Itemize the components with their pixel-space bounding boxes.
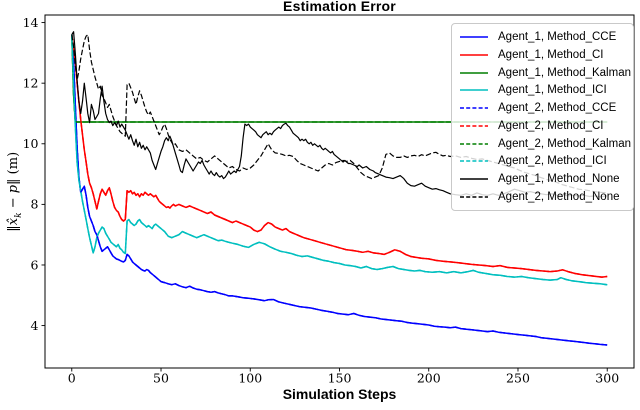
y-axis-label-unit: (m) xyxy=(6,151,22,179)
series-line-agent-2-method-ici xyxy=(71,34,608,286)
y-tick-label: 6 xyxy=(31,257,39,272)
series-line-agent-2-method-cce xyxy=(71,34,608,346)
legend-item: Agent_2, Method_CCE xyxy=(459,100,627,116)
legend-item: Agent_2, Method_None xyxy=(459,189,627,205)
legend-item: Agent_1, Method_CI xyxy=(459,47,627,63)
y-tick-label: 8 xyxy=(31,197,39,212)
legend-line-sample xyxy=(460,160,488,163)
legend-label: Agent_1, Method_Kalman xyxy=(498,66,631,79)
legend-line-sample xyxy=(460,125,488,127)
legend-item: Agent_1, Method_ICI xyxy=(459,82,627,98)
legend-label: Agent_1, Method_None xyxy=(498,173,620,186)
legend-label: Agent_2, Method_CI xyxy=(498,119,604,132)
legend-line-sample xyxy=(460,89,488,92)
legend-line-sample xyxy=(460,107,488,109)
legend-line-sample xyxy=(460,53,488,56)
y-axis-label: ‖x̂k − p‖ (m) xyxy=(6,130,24,254)
legend: Agent_1, Method_CCE Agent_1, Method_CI Age… xyxy=(451,23,634,211)
x-tick-label: 300 xyxy=(595,371,619,386)
legend-label: Agent_2, Method_Kalman xyxy=(498,137,631,150)
legend-item: Agent_2, Method_Kalman xyxy=(459,136,631,152)
x-tick-label: 250 xyxy=(506,371,530,386)
legend-item: Agent_1, Method_Kalman xyxy=(459,65,631,81)
legend-line-sample xyxy=(460,71,488,74)
x-axis-label: Simulation Steps xyxy=(282,386,397,402)
legend-line-sample xyxy=(460,178,488,180)
legend-line-sample xyxy=(460,142,488,145)
legend-line-sample xyxy=(460,196,488,198)
legend-label: Agent_1, Method_ICI xyxy=(498,84,607,97)
x-tick-label: 50 xyxy=(153,371,169,386)
legend-label: Agent_2, Method_CCE xyxy=(498,102,617,115)
legend-item: Agent_1, Method_CCE xyxy=(459,29,627,45)
legend-item: Agent_2, Method_CI xyxy=(459,118,627,134)
x-tick-label: 100 xyxy=(238,371,262,386)
legend-label: Agent_1, Method_CCE xyxy=(498,31,617,43)
legend-item: Agent_1, Method_None xyxy=(459,171,627,187)
x-tick-label: 150 xyxy=(328,371,352,386)
legend-label: Agent_1, Method_CI xyxy=(498,48,604,61)
y-tick-label: 4 xyxy=(31,318,39,333)
y-tick-label: 10 xyxy=(23,136,39,151)
y-tick-label: 14 xyxy=(23,15,39,30)
legend-label: Agent_2, Method_None xyxy=(498,190,620,203)
legend-label: Agent_2, Method_ICI xyxy=(498,155,607,168)
x-tick-label: 200 xyxy=(417,371,441,386)
y-tick-label: 12 xyxy=(23,75,39,90)
series-line-agent-1-method-none xyxy=(71,31,608,198)
x-tick-label: 0 xyxy=(68,371,76,386)
legend-line-sample xyxy=(460,36,488,38)
series-line-agent-2-method-ci xyxy=(71,34,608,278)
y-axis-label-math: ‖x̂k − p‖ xyxy=(6,178,24,232)
chart-title: Estimation Error xyxy=(283,0,396,14)
legend-item: Agent_2, Method_ICI xyxy=(459,153,627,169)
